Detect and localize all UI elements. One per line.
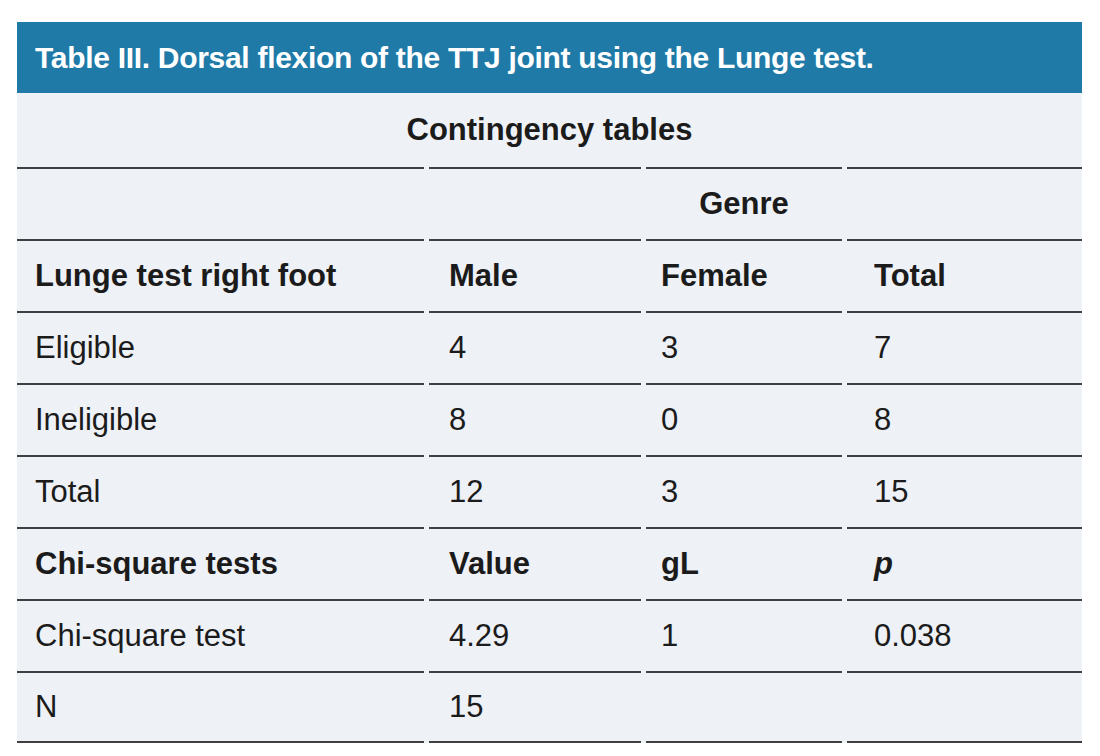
column-header: Value (429, 527, 641, 599)
cell-male: 4 (429, 311, 641, 383)
table-body: Contingency tables Genre Lunge test righ… (17, 93, 1082, 743)
cell-gl (646, 671, 842, 743)
genre-empty-cell (429, 167, 641, 239)
table-title-bar: Table III. Dorsal flexion of the TTJ joi… (17, 22, 1082, 93)
cell-total: 8 (847, 383, 1082, 455)
cell-male: 8 (429, 383, 641, 455)
cell-female: 3 (646, 311, 842, 383)
cell-female: 0 (646, 383, 842, 455)
cell-total: 7 (847, 311, 1082, 383)
column-header: Female (646, 239, 842, 311)
row-label: N (17, 671, 424, 743)
table-row-total: Total 12 3 15 (17, 455, 1082, 527)
table-title: Table III. Dorsal flexion of the TTJ joi… (35, 41, 874, 75)
genre-empty-cell (847, 167, 1082, 239)
subtitle-row: Contingency tables (17, 93, 1082, 167)
table-row-n: N 15 (17, 671, 1082, 743)
cell-value: 15 (429, 671, 641, 743)
cell-total: 15 (847, 455, 1082, 527)
genre-header-cell: Genre (646, 167, 842, 239)
cell-p (847, 671, 1082, 743)
genre-row: Genre (17, 167, 1082, 239)
chi-square-header-row: Chi-square tests Value gL p (17, 527, 1082, 599)
row-label: Ineligible (17, 383, 424, 455)
contingency-header-row: Lunge test right foot Male Female Total (17, 239, 1082, 311)
cell-gl: 1 (646, 599, 842, 671)
column-header: Lunge test right foot (17, 239, 424, 311)
cell-male: 12 (429, 455, 641, 527)
row-label: Eligible (17, 311, 424, 383)
row-label: Chi-square test (17, 599, 424, 671)
table-row-eligible: Eligible 4 3 7 (17, 311, 1082, 383)
table-row-chi-square-test: Chi-square test 4.29 1 0.038 (17, 599, 1082, 671)
table-row-ineligible: Ineligible 8 0 8 (17, 383, 1082, 455)
cell-female: 3 (646, 455, 842, 527)
column-header: Chi-square tests (17, 527, 424, 599)
genre-empty-cell (17, 167, 424, 239)
table-iii: Table III. Dorsal flexion of the TTJ joi… (17, 22, 1082, 743)
cell-p: 0.038 (847, 599, 1082, 671)
column-header: Male (429, 239, 641, 311)
table-subtitle: Contingency tables (407, 112, 693, 148)
page: Table III. Dorsal flexion of the TTJ joi… (0, 0, 1100, 756)
column-header: gL (646, 527, 842, 599)
column-header-p: p (847, 527, 1082, 599)
row-label: Total (17, 455, 424, 527)
subtitle-cell: Contingency tables (17, 93, 1082, 167)
column-header: Total (847, 239, 1082, 311)
cell-value: 4.29 (429, 599, 641, 671)
